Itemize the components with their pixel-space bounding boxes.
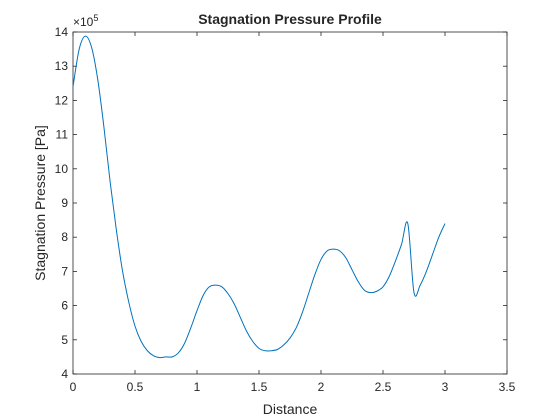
y-tick-label: 12 — [55, 93, 69, 107]
y-tick-label: 10 — [55, 162, 69, 176]
y-tick-label: 5 — [61, 333, 68, 347]
x-tick-label: 2.5 — [375, 380, 392, 394]
y-tick-label: 4 — [61, 367, 68, 381]
x-axis-label: Distance — [263, 401, 318, 417]
y-exponent-label: ×105 — [73, 13, 98, 29]
x-tick-label: 3 — [442, 380, 449, 394]
chart-title: Stagnation Pressure Profile — [198, 11, 382, 27]
x-tick-label: 2 — [318, 380, 325, 394]
y-axis-label: Stagnation Pressure [Pa] — [32, 125, 48, 281]
y-tick-label: 11 — [56, 128, 69, 142]
x-tick-label: 0 — [70, 380, 77, 394]
x-tick-label: 1.5 — [251, 380, 268, 394]
y-exponent-power: 5 — [93, 13, 98, 23]
y-tick-label: 14 — [55, 25, 69, 39]
y-tick-label: 8 — [61, 230, 68, 244]
plot — [72, 35, 446, 359]
ticks: 0 0.5 1 1.5 2 2.5 3 3.5 4 5 6 7 8 9 10 11 12 13 14 — [55, 25, 516, 394]
series-line — [72, 35, 446, 359]
x-tick-label: 1 — [194, 380, 201, 394]
y-tick-label: 13 — [55, 59, 69, 73]
y-exponent-base: ×10 — [73, 15, 94, 29]
y-tick-label: 9 — [61, 196, 68, 210]
x-tick-label: 0.5 — [127, 380, 144, 394]
plot-area — [73, 32, 507, 374]
x-tick-label: 3.5 — [499, 380, 516, 394]
y-tick-label: 6 — [61, 299, 68, 313]
y-tick-label: 7 — [61, 264, 68, 278]
